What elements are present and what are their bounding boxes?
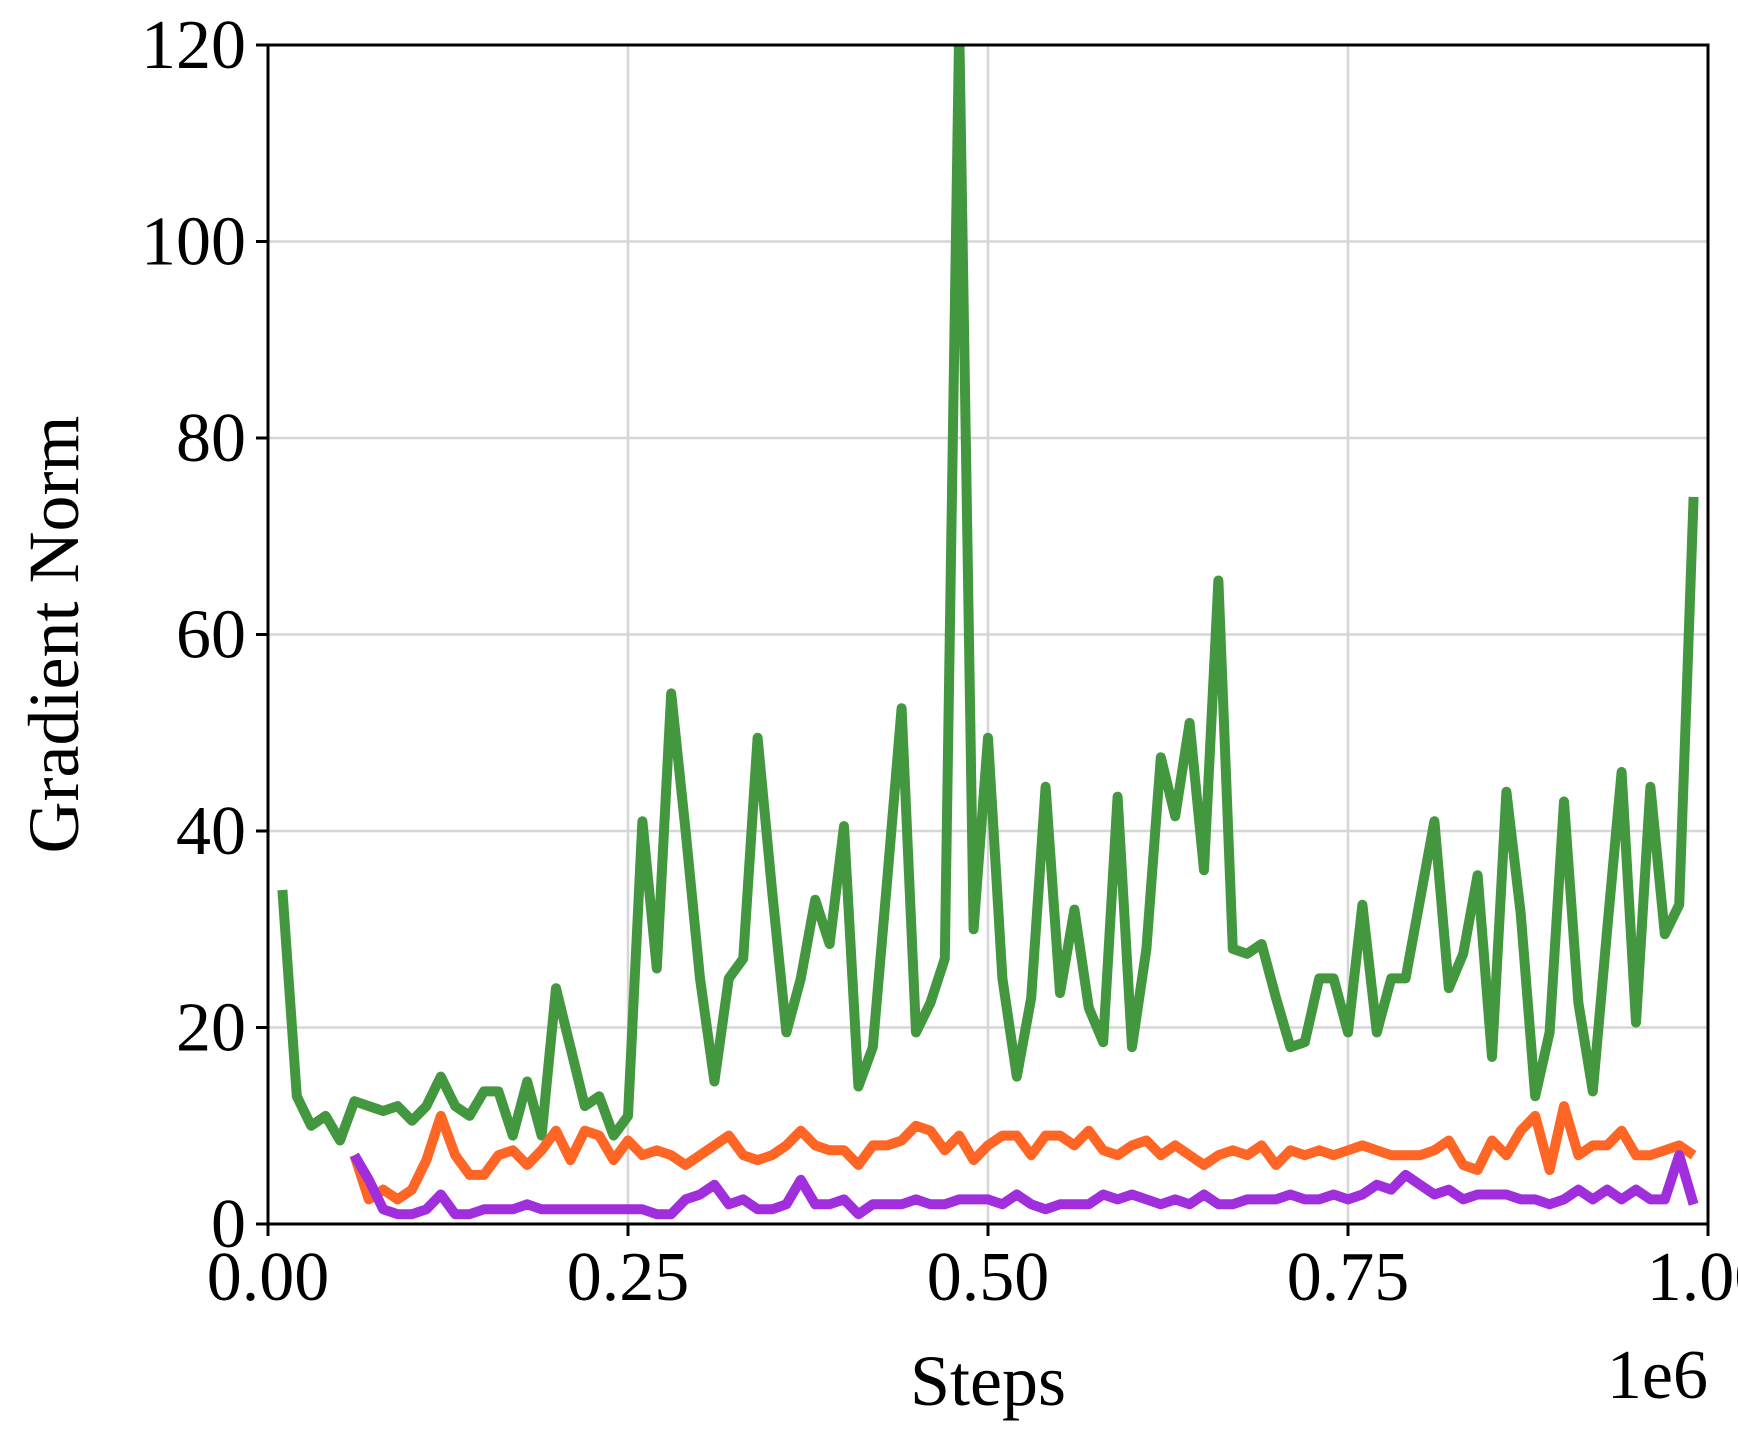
y-tick-label: 20 bbox=[176, 990, 246, 1067]
x-tick-label: 0.25 bbox=[567, 1239, 690, 1316]
x-tick-label: 0.00 bbox=[207, 1239, 330, 1316]
y-tick-label: 60 bbox=[176, 597, 246, 674]
y-tick-label: 100 bbox=[141, 204, 246, 281]
series-line-2 bbox=[349, 1101, 1697, 1205]
series-line-1 bbox=[277, 45, 1699, 1146]
y-axis-label: Gradient Norm bbox=[14, 416, 94, 854]
y-tick-label: 80 bbox=[176, 400, 246, 477]
y-tick-label: 120 bbox=[141, 7, 246, 84]
x-tick-label: 1.00 bbox=[1647, 1239, 1738, 1316]
series-line-3 bbox=[350, 1150, 1699, 1220]
x-tick-label: 0.75 bbox=[1287, 1239, 1410, 1316]
x-axis-offset-text: 1e6 bbox=[1607, 1337, 1708, 1414]
y-tick-label: 0 bbox=[211, 1186, 246, 1263]
series-lines bbox=[277, 45, 1699, 1220]
y-tick-label: 40 bbox=[176, 793, 246, 870]
x-axis-label: Steps bbox=[910, 1341, 1066, 1421]
ticks: 0.00 0.25 0.50 0.75 1.00 0 20 40 60 80 100 120 bbox=[141, 7, 1738, 1316]
x-tick-label: 0.50 bbox=[927, 1239, 1050, 1316]
